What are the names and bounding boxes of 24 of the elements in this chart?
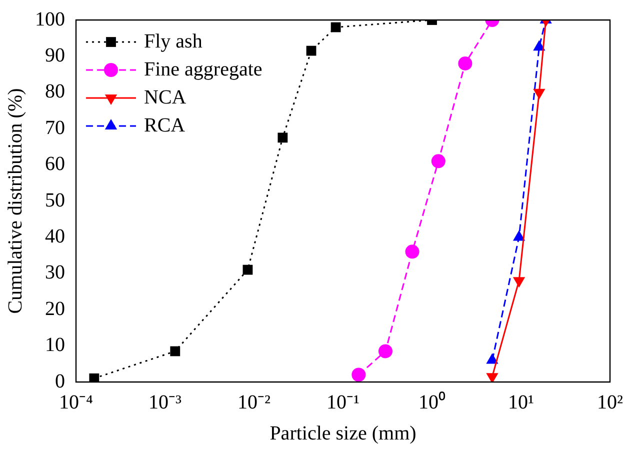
x-tick-label: 10⁻⁴ bbox=[59, 391, 94, 414]
legend-label: Fine aggregate bbox=[144, 58, 262, 80]
legend-label: RCA bbox=[144, 114, 186, 136]
x-tick-label: 10⁻³ bbox=[148, 391, 182, 414]
x-tick-label: 10⁻¹ bbox=[326, 391, 360, 414]
x-tick-label: 10⁻² bbox=[238, 391, 270, 414]
y-tick-label: 30 bbox=[45, 262, 65, 284]
y-tick-label: 0 bbox=[55, 370, 65, 392]
legend-label: Fly ash bbox=[144, 30, 202, 52]
x-tick-label: 10² bbox=[597, 391, 623, 414]
y-tick-label: 10 bbox=[45, 334, 65, 356]
y-tick-label: 100 bbox=[35, 8, 65, 30]
y-tick-label: 70 bbox=[45, 116, 65, 139]
x-tick-label: 10⁰ bbox=[418, 390, 446, 414]
x-axis-title: Particle size (mm) bbox=[270, 422, 416, 444]
legend-label: NCA bbox=[144, 86, 187, 108]
y-tick-label: 80 bbox=[45, 80, 65, 103]
y-tick-label: 60 bbox=[45, 153, 65, 176]
y-tick-label: 90 bbox=[45, 44, 65, 66]
y-axis-title: Cumulative distribution (%) bbox=[4, 88, 26, 314]
y-tick-label: 40 bbox=[45, 225, 65, 248]
y-tick-label: 20 bbox=[45, 298, 65, 320]
y-tick-label: 50 bbox=[45, 189, 65, 212]
x-tick-label: 10¹ bbox=[508, 391, 534, 414]
